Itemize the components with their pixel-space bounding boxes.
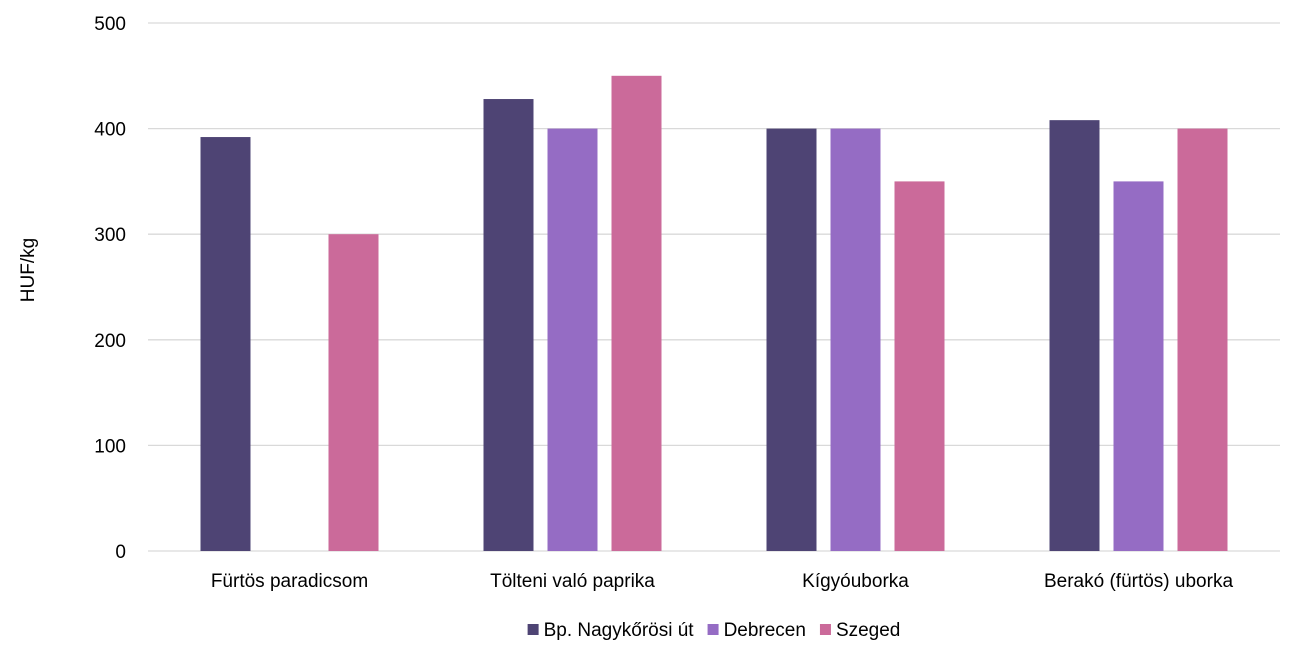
legend-label: Debrecen xyxy=(724,620,806,641)
y-tick-label: 400 xyxy=(94,120,126,141)
bar xyxy=(1049,120,1100,551)
legend-swatch xyxy=(527,624,539,635)
legend-swatch xyxy=(707,624,719,635)
gridlines xyxy=(148,22,1280,552)
bar xyxy=(830,128,881,551)
bar xyxy=(328,234,379,551)
bar xyxy=(611,75,662,552)
y-axis-title: HUF/kg xyxy=(18,238,39,302)
bar xyxy=(1177,128,1228,551)
bar xyxy=(483,99,534,552)
y-axis-ticks: 0 100 200 300 400 500 xyxy=(94,14,126,563)
bar xyxy=(1113,181,1164,551)
legend-swatch xyxy=(819,624,831,635)
bar xyxy=(200,137,251,551)
legend: Bp. Nagykőrösi út Debrecen Szeged xyxy=(527,620,900,641)
x-tick-label: Berakó (fürtös) uborka xyxy=(1044,571,1233,592)
legend-label: Bp. Nagykőrösi út xyxy=(544,620,695,641)
y-tick-label: 200 xyxy=(94,331,126,352)
bar xyxy=(894,181,945,551)
x-tick-label: Tölteni való paprika xyxy=(490,571,655,592)
bar xyxy=(547,128,598,551)
x-tick-label: Fürtös paradicsom xyxy=(211,571,368,592)
legend-label: Szeged xyxy=(836,620,900,641)
x-axis-ticks: Fürtös paradicsom Tölteni való paprika Kíg… xyxy=(211,571,1234,592)
y-tick-label: 0 xyxy=(115,542,126,563)
x-tick-label: Kígyóuborka xyxy=(802,571,909,592)
y-tick-label: 500 xyxy=(94,14,126,35)
bars xyxy=(200,75,1228,552)
bar xyxy=(766,128,817,551)
y-tick-label: 100 xyxy=(94,436,126,457)
y-tick-label: 300 xyxy=(94,225,126,246)
